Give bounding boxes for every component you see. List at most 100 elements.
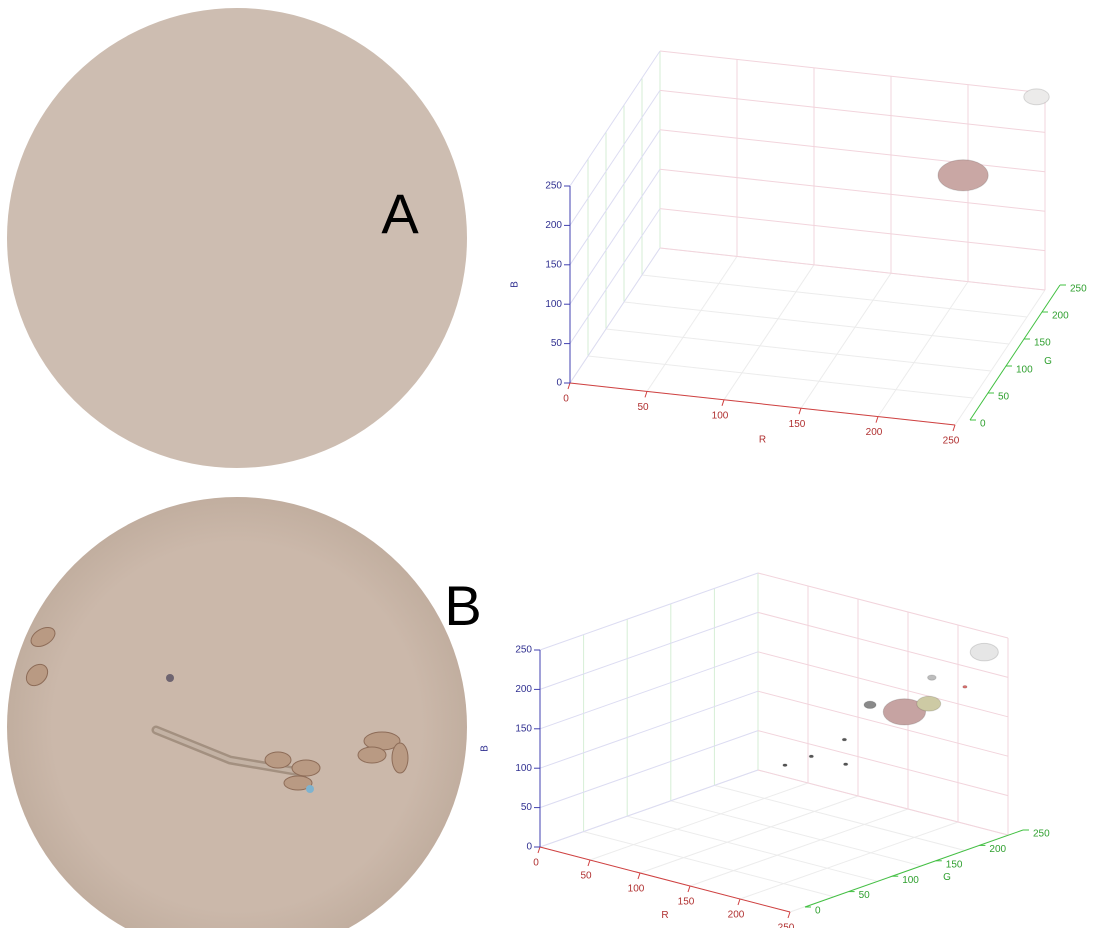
grid-line xyxy=(569,50,661,187)
grid-line xyxy=(627,815,878,882)
x-axis-title: R xyxy=(661,910,668,921)
grid-line xyxy=(757,690,1009,757)
point xyxy=(843,762,849,767)
grid-line xyxy=(589,782,809,861)
grid-line xyxy=(539,769,759,848)
x-tick xyxy=(687,885,691,893)
x-tick-label: 50 xyxy=(637,402,649,413)
y-tick-label: 250 xyxy=(1033,829,1050,840)
grid-line xyxy=(757,769,1009,836)
y-tick-label: 250 xyxy=(1070,284,1087,295)
grid-line xyxy=(659,129,1046,173)
x-tick xyxy=(721,399,725,406)
grid-line xyxy=(583,831,834,898)
y-axis-title: G xyxy=(1044,356,1052,367)
x-tick-label: 0 xyxy=(533,858,539,869)
x-tick xyxy=(798,408,802,415)
y-axis xyxy=(804,829,1024,908)
z-tick-label: 200 xyxy=(515,684,532,695)
point xyxy=(927,674,937,681)
grid-line xyxy=(623,301,1010,345)
y-axis-title: G xyxy=(943,872,951,883)
z-axis-title: B xyxy=(510,281,521,288)
grid-line xyxy=(877,281,969,417)
grid-line xyxy=(539,611,759,690)
z-tick-label: 150 xyxy=(545,259,562,270)
grid-line xyxy=(723,264,815,401)
grid-line xyxy=(569,90,661,226)
z-tick-label: 0 xyxy=(526,842,532,853)
x-tick-label: 50 xyxy=(580,871,592,882)
z-tick-label: 250 xyxy=(515,645,532,656)
grid-line xyxy=(569,247,661,384)
grid-line xyxy=(569,208,661,344)
grid-line xyxy=(659,50,1046,94)
grid-line xyxy=(739,821,959,900)
point xyxy=(808,754,814,759)
grid-line xyxy=(539,572,759,651)
grid-line xyxy=(539,651,759,730)
y-tick-label: 50 xyxy=(859,890,871,901)
x-tick-label: 150 xyxy=(678,897,695,908)
point xyxy=(969,642,999,662)
z-tick-label: 100 xyxy=(545,299,562,310)
x-tick xyxy=(875,416,879,423)
grid-line xyxy=(757,611,1009,678)
micrograph-b xyxy=(7,497,467,933)
y-tick-label: 150 xyxy=(1034,338,1051,349)
z-tick-label: 50 xyxy=(521,802,533,813)
panel-label: B xyxy=(444,574,481,637)
grid-line xyxy=(569,129,661,266)
x-tick xyxy=(952,424,956,432)
z-tick-label: 50 xyxy=(551,338,563,349)
panel-label: A xyxy=(381,182,419,245)
grid-line xyxy=(539,690,759,769)
grid-line xyxy=(659,89,1046,133)
grid-line xyxy=(800,272,892,409)
grid-line xyxy=(659,168,1046,212)
grid-line xyxy=(954,289,1046,426)
y-tick-label: 0 xyxy=(980,419,986,430)
grid-line xyxy=(605,328,992,372)
grid-line xyxy=(757,651,1009,718)
z-tick-label: 200 xyxy=(545,220,562,231)
grid-line xyxy=(670,800,921,867)
point xyxy=(916,695,942,712)
y-tick-label: 50 xyxy=(998,392,1010,403)
x-tick xyxy=(587,859,591,867)
point xyxy=(882,698,927,726)
z-axis-title: B xyxy=(480,745,491,752)
x-tick-label: 250 xyxy=(943,436,960,447)
x-tick-label: 150 xyxy=(789,419,806,430)
z-tick-label: 250 xyxy=(545,181,562,192)
grid-line xyxy=(569,168,661,305)
z-tick-label: 100 xyxy=(515,763,532,774)
grid-line xyxy=(587,355,974,399)
grid-line xyxy=(757,730,1009,797)
grid-line xyxy=(757,572,1009,639)
point xyxy=(1023,88,1050,106)
x-tick xyxy=(637,872,641,880)
y-axis xyxy=(969,284,1061,421)
x-tick xyxy=(537,846,541,854)
grid-line xyxy=(539,730,759,809)
grid-line xyxy=(659,208,1046,252)
y-tick-label: 100 xyxy=(902,875,919,886)
grid-line xyxy=(659,247,1046,291)
y-tick-label: 0 xyxy=(815,906,821,917)
point xyxy=(863,700,877,710)
y-tick-label: 200 xyxy=(1052,311,1069,322)
x-tick xyxy=(737,898,741,906)
grid-line xyxy=(714,784,965,851)
point xyxy=(937,159,989,192)
y-tick-label: 200 xyxy=(989,844,1006,855)
point xyxy=(841,737,848,742)
x-tick-label: 200 xyxy=(866,427,883,438)
grid-line xyxy=(639,795,859,874)
micrograph-a xyxy=(7,8,467,468)
x-tick xyxy=(787,911,791,919)
point xyxy=(962,685,968,689)
grid-line xyxy=(689,808,909,887)
x-tick-label: 100 xyxy=(712,410,729,421)
